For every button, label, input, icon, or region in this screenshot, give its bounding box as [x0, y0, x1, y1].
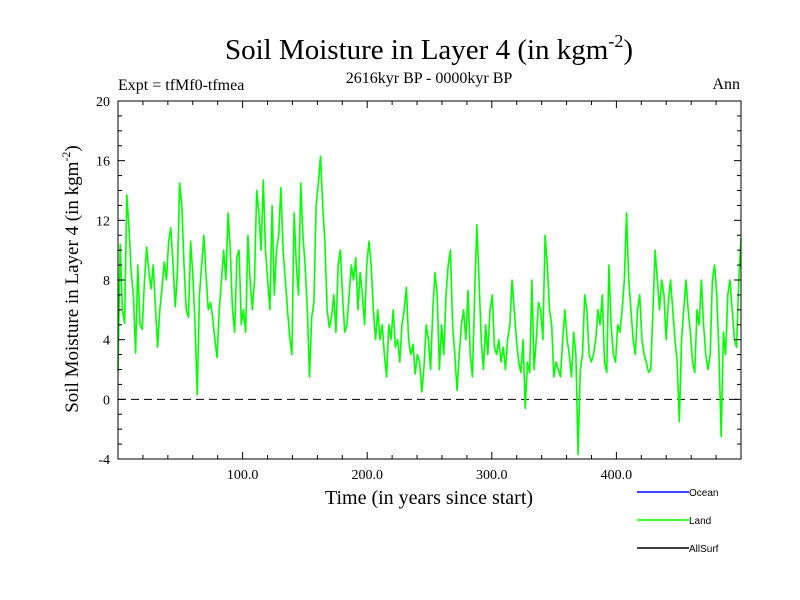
y-axis-label-close: ) [62, 145, 83, 151]
y-axis-label: Soil Moisture in Layer 4 (in kgm-2) [59, 145, 83, 413]
y-tick-label: 8 [103, 274, 110, 289]
x-axis-label: Time (in years since start) [325, 487, 533, 509]
chart-title: Soil Moisture in Layer 4 (in kgm-2) [225, 31, 633, 66]
chart-subtitle: 2616kyr BP - 0000kyr BP [346, 70, 513, 87]
legend-label-allsurf: AllSurf [689, 544, 719, 555]
x-tick-label: 300.0 [476, 468, 508, 483]
legend-label-land: Land [689, 516, 711, 527]
y-tick-label: -4 [98, 453, 110, 468]
chart-title-sup: -2 [608, 31, 623, 51]
expt-label: Expt = tfMf0-tfmea [118, 77, 244, 94]
y-tick-label: 4 [103, 334, 110, 349]
axes-group [117, 100, 742, 460]
plot-frame [117, 100, 742, 460]
series-group [117, 155, 742, 456]
period-label: Ann [712, 76, 740, 93]
chart-title-main: Soil Moisture in Layer 4 (in kgm [225, 34, 609, 66]
x-tick-label: 100.0 [227, 468, 259, 483]
chart-title-close: ) [623, 34, 633, 66]
x-tick-label: 400.0 [601, 468, 633, 483]
y-ticks-group: -4 0 4 8 12 16 20 [96, 95, 741, 468]
y-tick-label: 16 [96, 155, 110, 170]
series-line-land [117, 155, 742, 456]
y-tick-label: 12 [96, 214, 110, 229]
x-ticks-group: 100.0 200.0 300.0 400.0 [142, 101, 717, 483]
y-tick-label: 0 [103, 393, 110, 408]
x-tick-label: 200.0 [351, 468, 383, 483]
y-axis-label-main: Soil Moisture in Layer 4 (in kgm [62, 161, 83, 412]
legend-group: Ocean Land AllSurf [637, 488, 719, 555]
y-axis-label-sup: -2 [59, 152, 73, 162]
y-tick-label: 20 [96, 95, 110, 110]
legend-label-ocean: Ocean [689, 488, 718, 499]
